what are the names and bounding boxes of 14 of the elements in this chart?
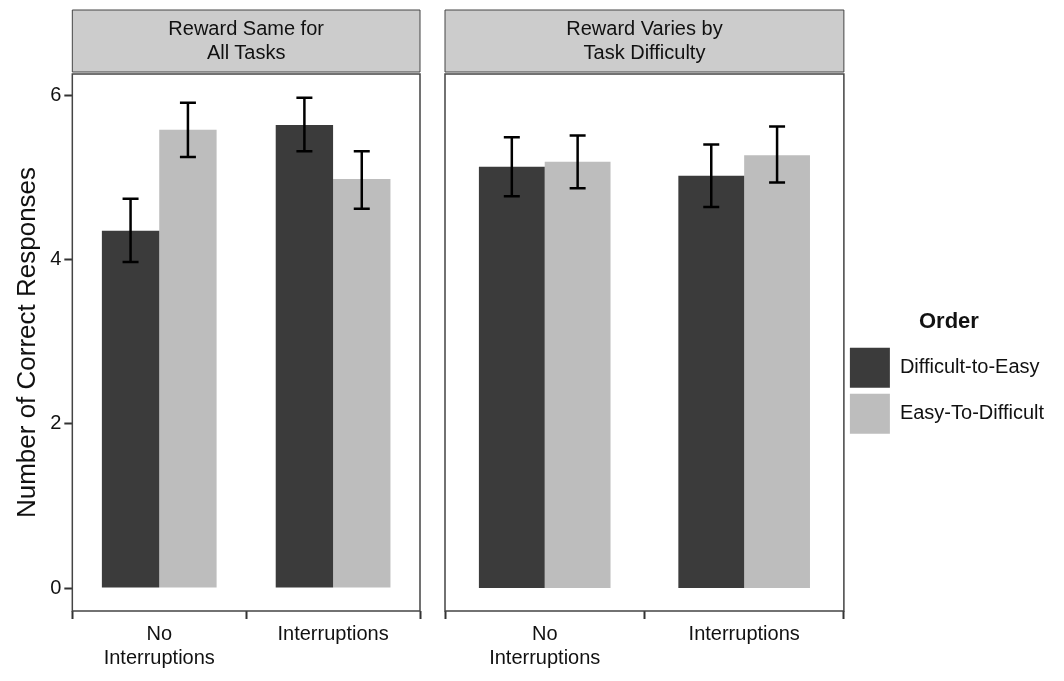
- legend-label: Easy-To-Difficult: [899, 401, 1045, 424]
- chart-title: Reward Varies by Task Difficulty: [566, 16, 723, 63]
- x-tick-label: No Interruptions: [489, 621, 601, 668]
- y-tick-label: 6: [50, 82, 62, 105]
- y-tick-label: 4: [50, 247, 62, 270]
- x-tick-label: Interruptions: [688, 621, 800, 644]
- y-axis-title: Number of Correct Responses: [10, 166, 41, 519]
- chart-title: Reward Same for All Tasks: [168, 16, 325, 63]
- x-tick-label: No Interruptions: [103, 621, 215, 668]
- legend-label: Difficult-to-Easy: [899, 355, 1040, 378]
- y-tick-label: 0: [50, 575, 62, 598]
- y-tick-label: 2: [50, 411, 62, 434]
- legend-title: Order: [918, 308, 980, 334]
- x-tick-label: Interruptions: [277, 621, 389, 644]
